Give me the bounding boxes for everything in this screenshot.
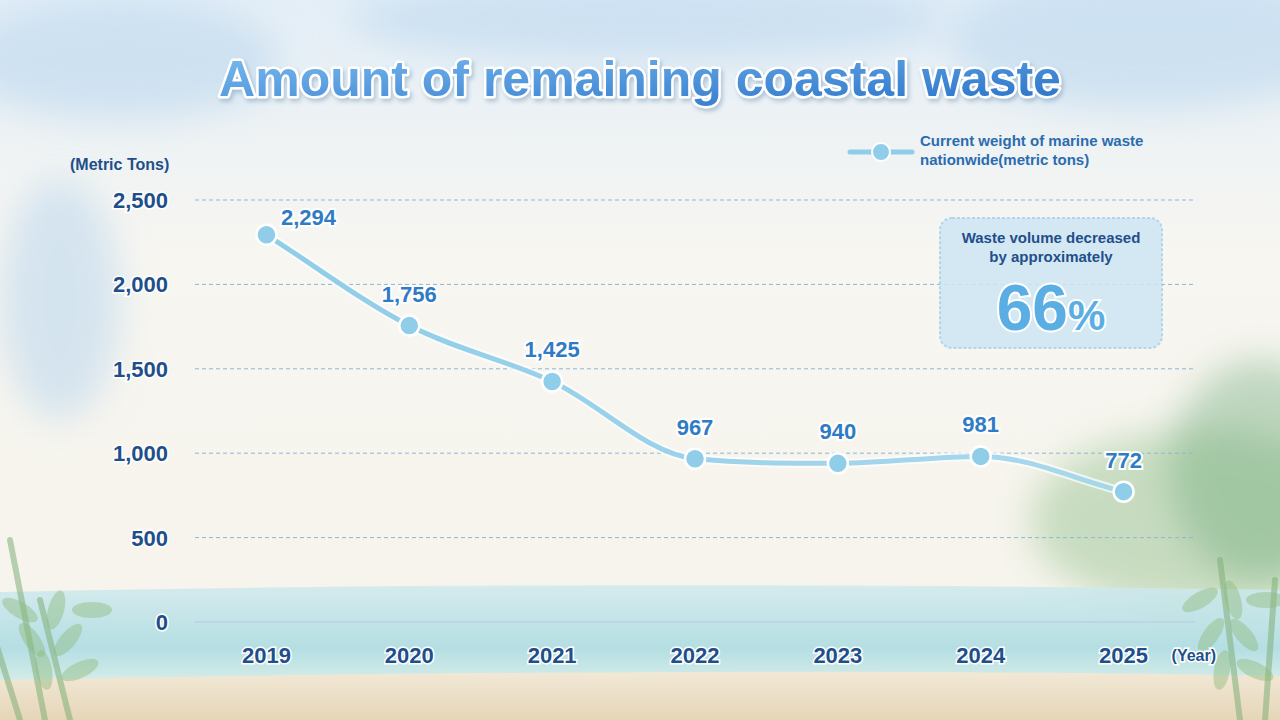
y-tick-label: 2,000 — [113, 272, 168, 297]
data-point — [542, 371, 562, 391]
grid-line — [195, 368, 1195, 369]
annotation: Waste volume decreased by approximately 66… — [940, 218, 1162, 348]
x-tick-label: 2025 — [1099, 643, 1148, 668]
y-axis: 0 500 1,000 1,500 2,000 2,500 — [113, 188, 1195, 635]
y-tick-label: 500 — [131, 526, 168, 551]
data-label: 967 — [677, 415, 714, 440]
data-label: 1,756 — [382, 282, 437, 307]
grid-line — [195, 200, 1195, 201]
data-label: 940 — [819, 419, 856, 444]
data-point — [1114, 482, 1134, 502]
leaf — [1233, 654, 1276, 685]
y-tick-label: 1,500 — [113, 357, 168, 382]
data-point — [256, 225, 276, 245]
x-axis: 2019 2020 2021 2022 2023 2024 2025 — [242, 643, 1148, 668]
hill — [1170, 360, 1280, 580]
annotation-value: 66% — [997, 272, 1106, 344]
y-tick-label: 2,500 — [113, 188, 168, 213]
text-line: Waste volume decreased — [962, 229, 1141, 246]
annotation-number: 66 — [997, 272, 1068, 344]
y-tick-label: 1,000 — [113, 441, 168, 466]
x-tick-label: 2019 — [242, 643, 291, 668]
grid-line — [195, 537, 1195, 538]
data-point — [685, 449, 705, 469]
background — [0, 0, 1280, 720]
legend: Current weight of marine waste nationwide… — [850, 132, 1143, 168]
data-point — [399, 316, 419, 336]
data-label: 772 — [1105, 448, 1142, 473]
x-tick-label: 2024 — [956, 643, 1006, 668]
data-label: 981 — [962, 412, 999, 437]
text-line: Current weight of marine waste — [920, 132, 1143, 149]
x-tick-label: 2021 — [528, 643, 577, 668]
leaf — [72, 602, 112, 618]
grid-line — [195, 621, 1195, 623]
y-tick-label: 0 — [156, 610, 168, 635]
leaf — [49, 620, 87, 661]
x-tick-label: 2020 — [385, 643, 434, 668]
x-tick-label: 2022 — [671, 643, 720, 668]
data-labels: 2,294 1,756 1,425 967 940 981 772 — [281, 205, 1142, 473]
legend-marker — [872, 143, 890, 161]
legend-label: Current weight of marine waste nationwide… — [920, 132, 1143, 168]
cloud — [0, 180, 120, 420]
leaf — [58, 654, 101, 685]
leaf — [0, 593, 41, 627]
leaf — [1220, 579, 1246, 622]
leaf — [33, 649, 56, 691]
y-axis-title: (Metric Tons) — [70, 156, 169, 173]
annotation-text: Waste volume decreased by approximately — [962, 229, 1141, 265]
chart-canvas: Amount of remaining coastal waste 0 500 1,0… — [0, 0, 1280, 720]
data-point — [828, 453, 848, 473]
annotation-unit: % — [1068, 292, 1105, 339]
data-label: 1,425 — [525, 337, 580, 362]
leaf — [1179, 583, 1222, 617]
leaf — [1225, 615, 1263, 656]
sand — [0, 672, 1280, 720]
leaf — [43, 589, 69, 632]
title: Amount of remaining coastal waste — [219, 51, 1061, 107]
annotation-box — [940, 218, 1162, 348]
data-point — [971, 446, 991, 466]
text-line: by approximately — [989, 248, 1113, 265]
text-line: nationwide(metric tons) — [920, 151, 1089, 168]
data-label: 2,294 — [281, 205, 337, 230]
x-tick-label: 2023 — [813, 643, 862, 668]
x-axis-title: (Year) — [1172, 647, 1216, 664]
leaf — [1246, 592, 1280, 608]
